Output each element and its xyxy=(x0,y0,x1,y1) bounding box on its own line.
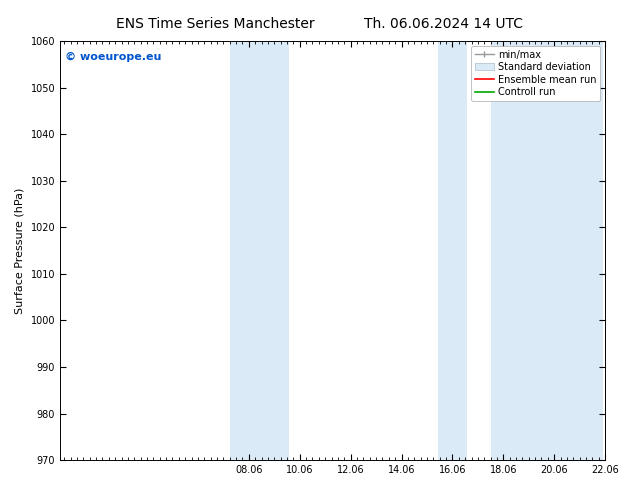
Text: ENS Time Series Manchester: ENS Time Series Manchester xyxy=(116,17,315,31)
Bar xyxy=(437,41,467,460)
Text: © woeurope.eu: © woeurope.eu xyxy=(65,51,162,62)
Legend: min/max, Standard deviation, Ensemble mean run, Controll run: min/max, Standard deviation, Ensemble me… xyxy=(470,46,600,101)
Title: ENS Time Series Manchester      Th. 06.06.2024 14 UTC: ENS Time Series Manchester Th. 06.06.202… xyxy=(0,489,1,490)
Bar xyxy=(230,41,289,460)
Y-axis label: Surface Pressure (hPa): Surface Pressure (hPa) xyxy=(15,187,25,314)
Bar xyxy=(491,41,603,460)
Text: Th. 06.06.2024 14 UTC: Th. 06.06.2024 14 UTC xyxy=(365,17,523,31)
